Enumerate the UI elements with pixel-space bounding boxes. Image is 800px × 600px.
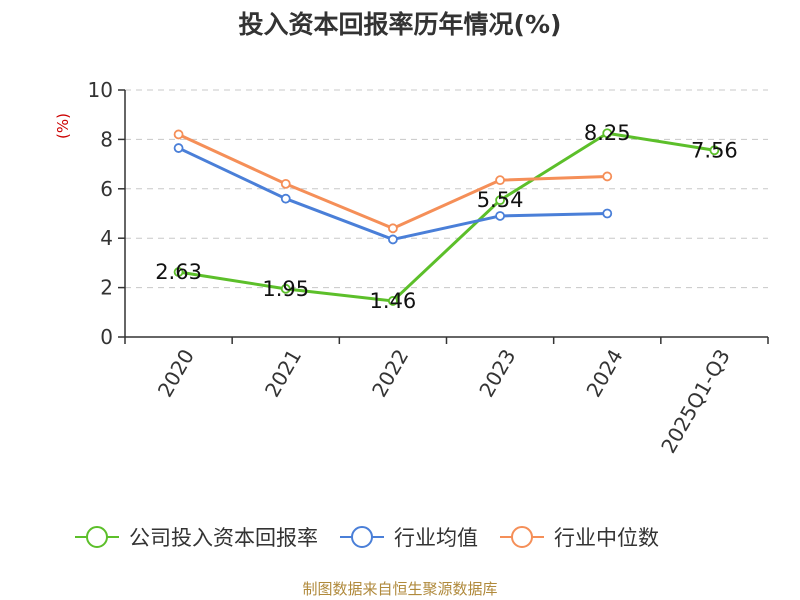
series-line-0 xyxy=(178,131,715,303)
y-tick-label: 4 xyxy=(100,226,113,250)
data-label: 7.56 xyxy=(691,138,738,162)
x-tick-label: 2022 xyxy=(367,345,413,401)
series-point xyxy=(495,211,505,221)
grid-lines xyxy=(125,89,768,289)
series-point xyxy=(602,171,613,182)
legend: 公司投入资本回报率 行业均值 行业中位数 xyxy=(75,526,659,550)
series-point xyxy=(173,143,184,153)
series-point xyxy=(173,129,184,140)
x-tick-label: 2021 xyxy=(260,345,306,401)
series-point xyxy=(709,145,720,156)
series-point xyxy=(388,234,398,245)
series-point xyxy=(388,296,398,306)
footer-source: 制图数据来自恒生聚源数据库 xyxy=(302,580,497,598)
y-tick-label: 10 xyxy=(88,78,113,102)
legend-label-1: 行业均值 xyxy=(394,526,478,550)
legend-marker-2 xyxy=(511,526,533,548)
y-tick-label: 8 xyxy=(100,127,113,151)
x-tick-label: 2024 xyxy=(581,345,627,401)
series-point xyxy=(173,267,184,277)
legend-label-2: 行业中位数 xyxy=(554,526,659,550)
data-label: 2.63 xyxy=(155,260,202,284)
series-layer xyxy=(173,128,720,306)
data-label: 1.95 xyxy=(262,277,309,301)
series-point xyxy=(495,195,505,206)
x-tick-label: 2020 xyxy=(153,345,199,401)
y-axis-unit-label: (%) xyxy=(54,113,72,139)
x-tick-label: 2023 xyxy=(474,345,520,401)
series-point xyxy=(388,223,398,234)
legend-label-0: 公司投入资本回报率 xyxy=(129,526,318,550)
series-point xyxy=(495,175,505,186)
x-tick-label: 2025Q1-Q3 xyxy=(656,345,735,457)
chart-title: 投入资本回报率历年情况(%) xyxy=(239,10,562,39)
y-tick-label: 0 xyxy=(100,325,113,349)
series-point xyxy=(602,128,613,139)
legend-marker-1 xyxy=(351,526,373,548)
y-tick-label: 2 xyxy=(100,276,113,300)
y-tick-label: 6 xyxy=(100,177,113,201)
data-label: 1.46 xyxy=(370,289,417,313)
series-point xyxy=(602,208,613,219)
legend-marker-0 xyxy=(86,526,108,548)
data-label: 5.54 xyxy=(477,188,524,212)
series-point xyxy=(280,193,291,204)
data-labels: 2.63 1.95 1.46 5.54 8.25 7.56 xyxy=(155,121,738,313)
series-point xyxy=(280,283,291,294)
data-label: 8.25 xyxy=(584,121,631,145)
series-point xyxy=(280,178,291,189)
